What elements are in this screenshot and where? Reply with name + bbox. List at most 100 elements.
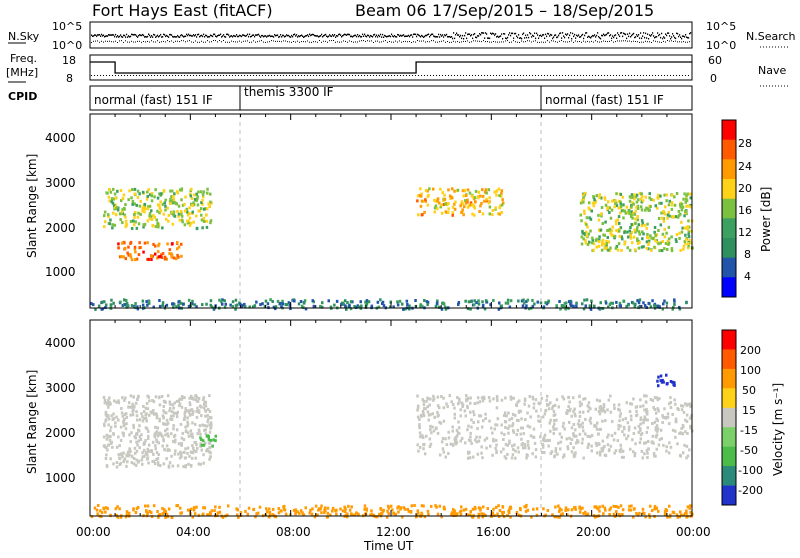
search-noise-sample xyxy=(165,41,166,43)
power-cell xyxy=(441,191,444,195)
power-cell xyxy=(206,207,209,211)
velocity-cell xyxy=(459,513,463,516)
velocity-cell xyxy=(442,450,445,454)
power-cell xyxy=(451,196,454,200)
noise-sample xyxy=(629,32,631,35)
search-noise-sample xyxy=(677,41,678,43)
power-cell xyxy=(195,192,198,196)
velocity-cell xyxy=(155,440,159,444)
nave-sample xyxy=(481,75,482,76)
power-cell xyxy=(685,199,689,203)
velocity-cell xyxy=(422,447,425,451)
nave-sample xyxy=(340,75,341,76)
power-cell xyxy=(101,300,104,304)
velocity-cell xyxy=(184,410,187,414)
velocity-cell xyxy=(139,438,143,441)
nave-sample xyxy=(325,75,326,76)
noise-sample xyxy=(320,35,322,37)
velocity-cell xyxy=(630,504,633,508)
power-cell xyxy=(231,305,234,308)
velocity-cell xyxy=(572,396,575,400)
power-cell xyxy=(457,303,460,306)
power-cell xyxy=(100,307,103,311)
velocity-cell xyxy=(108,402,111,406)
velocity-scatter xyxy=(90,373,694,519)
power-cell xyxy=(126,304,130,308)
velocity-cell xyxy=(458,400,461,404)
noise-sample xyxy=(451,36,453,38)
velocity-cell xyxy=(416,415,420,419)
velocity-cell xyxy=(501,513,504,517)
velocity-cell xyxy=(564,509,567,512)
noise-sample xyxy=(663,36,665,38)
velocity-cell xyxy=(147,461,150,465)
noise-sample xyxy=(598,36,600,38)
x-axis-label: Time UT xyxy=(363,539,414,553)
noise-sample xyxy=(225,36,227,38)
nave-sample xyxy=(631,75,632,76)
noise-sample xyxy=(94,34,96,36)
velocity-cell xyxy=(147,434,150,438)
velocity-cell xyxy=(476,427,479,431)
power-cell xyxy=(356,304,359,308)
search-noise-sample xyxy=(145,41,146,43)
velocity-cell xyxy=(107,405,110,409)
velocity-cell xyxy=(538,420,542,423)
noise-sample xyxy=(511,32,513,35)
velocity-cell xyxy=(514,413,517,417)
power-cell xyxy=(527,307,531,311)
velocity-cell xyxy=(655,506,659,510)
power-cell xyxy=(116,208,120,212)
velocity-cell xyxy=(396,506,399,510)
velocity-cell xyxy=(573,407,576,411)
velocity-cell xyxy=(613,406,616,410)
power-cell xyxy=(204,207,207,211)
velocity-cell xyxy=(641,511,645,515)
velocity-cell xyxy=(554,450,557,453)
velocity-cell xyxy=(632,515,635,519)
velocity-cell xyxy=(100,511,104,515)
velocity-cell xyxy=(514,456,517,460)
power-cell xyxy=(150,209,153,213)
search-noise-sample xyxy=(613,41,614,43)
power-cell xyxy=(687,241,690,245)
velocity-cell xyxy=(431,412,434,416)
velocity-cell xyxy=(525,503,528,507)
noise-sample xyxy=(607,32,609,34)
power-cell xyxy=(424,188,428,192)
velocity-cell xyxy=(191,435,194,439)
velocity-cell xyxy=(637,430,640,434)
noise-sample xyxy=(331,35,333,38)
power-cell xyxy=(141,299,145,303)
noise-sample xyxy=(377,36,379,38)
noise-sample xyxy=(93,35,95,37)
velocity-cell xyxy=(170,432,173,436)
power-cell xyxy=(542,305,546,309)
power-cell xyxy=(563,305,567,309)
velocity-cell xyxy=(587,409,590,413)
noise-sample xyxy=(561,37,563,39)
search-noise-sample xyxy=(333,40,334,41)
power-cell xyxy=(580,235,584,239)
power-cell xyxy=(255,300,258,304)
velocity-cell xyxy=(643,408,646,412)
power-cell xyxy=(636,237,639,241)
noise-sample xyxy=(123,34,125,37)
power-cell xyxy=(176,190,179,194)
velocity-cell xyxy=(512,396,515,400)
velocity-cell xyxy=(662,416,665,419)
velocity-cell xyxy=(688,416,692,420)
search-noise-sample xyxy=(501,41,502,43)
power-cell xyxy=(209,200,212,204)
velocity-cell xyxy=(256,511,260,515)
power-cell xyxy=(481,212,485,216)
velocity-cell xyxy=(132,507,135,511)
velocity-cell xyxy=(681,432,685,436)
noise-sample xyxy=(569,34,571,37)
nave-sample xyxy=(607,75,608,76)
velocity-cell xyxy=(138,424,141,428)
power-cell xyxy=(620,248,623,252)
velocity-cell xyxy=(628,410,632,414)
power-cell xyxy=(581,302,584,306)
power-cell xyxy=(143,210,146,214)
